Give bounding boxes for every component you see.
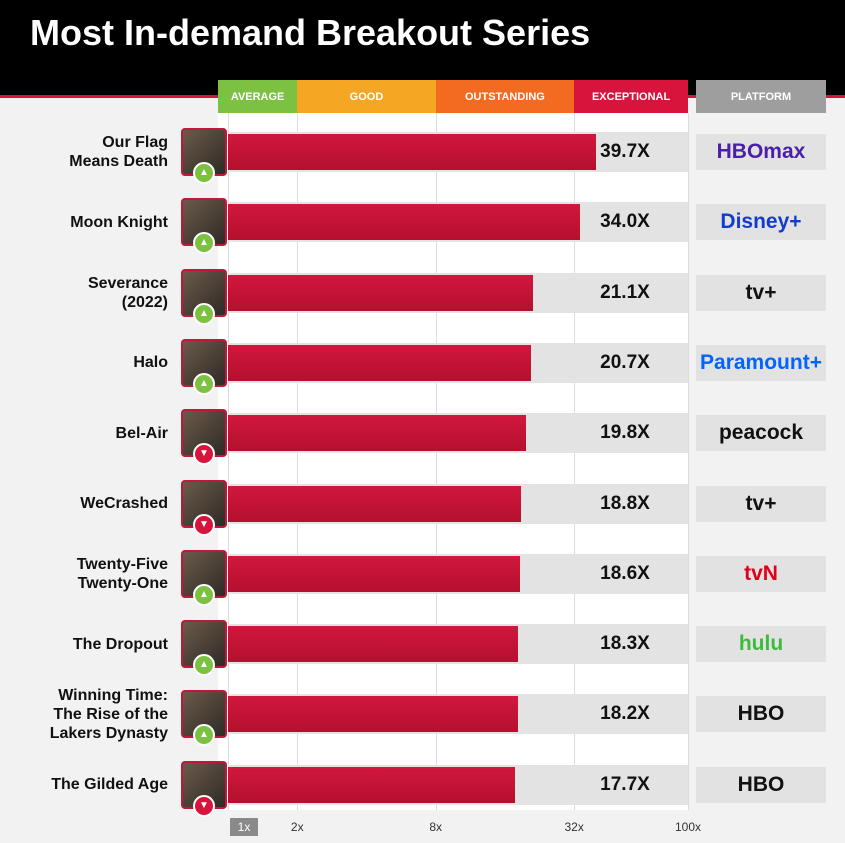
x-tick-label: 1x [230,818,258,836]
x-tick-label: 32x [564,820,584,834]
category-label: Twenty-Five Twenty-One [76,555,168,592]
value-label: 21.1X [600,281,650,303]
platform-logo: tvN [696,555,826,592]
trend-icon: ▲ [193,162,215,184]
value-label: 39.7X [600,141,650,162]
value-label: 17.7X [600,773,650,795]
trend-icon: ▲ [193,724,215,747]
category-label: Bel-Air [115,424,168,442]
grid-line [574,113,576,810]
trend-icon: ▲ [193,302,215,325]
category-label: Severance (2022) [87,274,168,311]
bar [228,696,518,733]
value-label: 18.2X [600,703,650,725]
chart-title: Most In-demand Breakout Series [30,12,591,53]
x-tick-label: 8x [429,820,443,834]
tier-header: EXCEPTIONAL [574,80,688,113]
tier-header: GOOD [297,80,436,113]
platform-logo: HBO [696,696,826,733]
bar [228,344,531,381]
category-label: Our Flag Means Death [69,134,168,170]
platform-logo: HBOmax [696,134,826,170]
platform-logo: tv+ [696,485,826,522]
trend-icon: ▲ [193,372,215,395]
value-label: 18.3X [600,633,650,655]
bar [228,626,519,663]
category-label: WeCrashed [80,495,168,512]
platform-logo: tv+ [696,274,826,311]
bar [228,134,596,170]
grid-line [688,113,689,810]
platform-logo: hulu [696,626,826,663]
platform-logo: Paramount+ [696,344,826,381]
trend-icon: ▼ [193,513,215,536]
category-label: Halo [133,354,168,372]
grid-line [435,113,437,810]
platform-logo: HBO [696,766,826,803]
category-label: Winning Time: The Rise of the Lakers Dyn… [49,686,168,742]
value-label: 18.6X [600,562,650,584]
x-tick-label: 100x [674,820,702,834]
bar [228,415,527,452]
value-label: 34.0X [600,211,650,233]
category-label: The Dropout [72,635,168,653]
bar [228,766,516,803]
tier-header: AVERAGE [218,80,298,113]
category-label: Moon Knight [70,213,168,231]
platform-logo: peacock [696,415,826,452]
value-label: 19.8X [600,422,650,444]
bar [228,204,581,241]
bar [228,555,520,592]
bar [228,274,533,311]
value-label: 18.8X [600,492,650,514]
platform-logo: Disney+ [696,204,826,241]
bar [228,485,522,522]
trend-icon: ▲ [193,583,215,606]
grid-line [228,113,229,810]
grid-line [297,113,299,810]
x-tick-label: 2x [290,820,304,834]
category-label: The Gilded Age [51,776,168,794]
trend-icon: ▲ [193,654,215,677]
tier-header: OUTSTANDING [435,80,575,113]
trend-icon: ▼ [193,443,215,466]
trend-icon: ▲ [193,232,215,255]
trend-icon: ▼ [193,794,215,817]
value-label: 20.7X [600,351,650,373]
platform-header: PLATFORM [696,80,826,113]
